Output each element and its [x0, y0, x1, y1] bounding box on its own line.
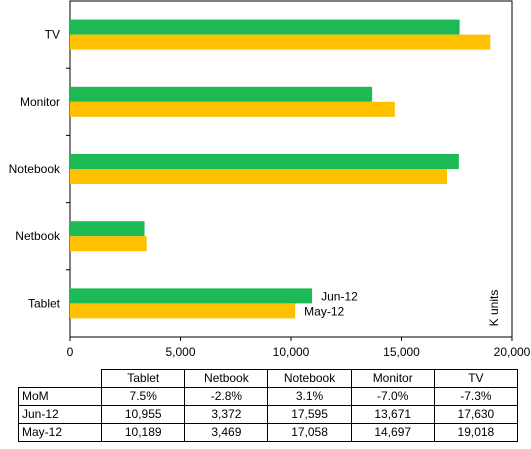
table-header-cell: Netbook [184, 369, 269, 388]
table-cell: 3,469 [184, 423, 269, 442]
data-table: Tablet Netbook Notebook Monitor TV MoM 7… [17, 369, 519, 442]
x-tick-label: 15,000 [383, 345, 420, 359]
table-cell: 3.1% [267, 387, 352, 406]
unit-label: K units [487, 290, 501, 327]
x-tick-label: 20,000 [494, 345, 531, 359]
table-cell: 14,697 [350, 423, 435, 442]
table-cell: 17,595 [267, 405, 352, 424]
table-row: MoM 7.5% -2.8% 3.1% -7.0% -7.3% [17, 387, 519, 406]
bar-monitor-may-12 [70, 101, 395, 117]
table-header-cell: Tablet [101, 369, 186, 388]
table-cell: 10,189 [101, 423, 186, 442]
table-cell: -7.0% [350, 387, 435, 406]
bar-notebook-may-12 [70, 169, 447, 184]
table-cell: -7.3% [433, 387, 519, 406]
category-label: Notebook [9, 162, 61, 176]
table-row: Jun-12 10,955 3,372 17,595 13,671 17,630 [17, 405, 519, 424]
table-corner-cell [18, 369, 103, 388]
table-header-cell: TV [433, 369, 519, 388]
table-cell: 7.5% [101, 387, 186, 406]
bar-monitor-jun-12 [70, 86, 373, 102]
table-row-label: MoM [17, 387, 103, 406]
bar-tv-jun-12 [70, 19, 460, 35]
x-tick-label: 10,000 [273, 345, 310, 359]
table-header-cell: Notebook [267, 369, 352, 388]
table-row: May-12 10,189 3,469 17,058 14,697 19,018 [17, 423, 519, 442]
table-cell: 3,372 [184, 405, 269, 424]
table-header-cell: Monitor [350, 369, 435, 388]
table-row-label: Jun-12 [17, 405, 103, 424]
table-cell: 13,671 [350, 405, 435, 424]
bar-tablet-may-12 [70, 303, 296, 319]
bar-chart: Tablet Netbook Notebook Monitor TV Jun-12May-… [9, 0, 531, 359]
bar-netbook-may-12 [70, 236, 147, 252]
bar-tablet-jun-12 [70, 288, 313, 304]
series-label: Jun-12 [321, 289, 358, 303]
bar-tv-may-12 [70, 34, 491, 50]
table-cell: 17,058 [267, 423, 352, 442]
table-header-row: Tablet Netbook Notebook Monitor TV [18, 369, 519, 388]
bar-netbook-jun-12 [70, 221, 145, 237]
x-tick-label: 0 [67, 345, 74, 359]
category-label: TV [45, 28, 60, 42]
bar-notebook-jun-12 [70, 154, 459, 169]
series-label: May-12 [304, 304, 344, 318]
category-label: Monitor [20, 95, 60, 109]
category-label: Netbook [15, 229, 61, 243]
table-cell: 10,955 [101, 405, 186, 424]
category-label: Tablet [28, 296, 61, 310]
table-cell: 17,630 [433, 405, 519, 424]
table-row-label: May-12 [17, 423, 103, 442]
table-cell: -2.8% [184, 387, 269, 406]
x-tick-label: 5,000 [165, 345, 195, 359]
table-cell: 19,018 [433, 423, 519, 442]
